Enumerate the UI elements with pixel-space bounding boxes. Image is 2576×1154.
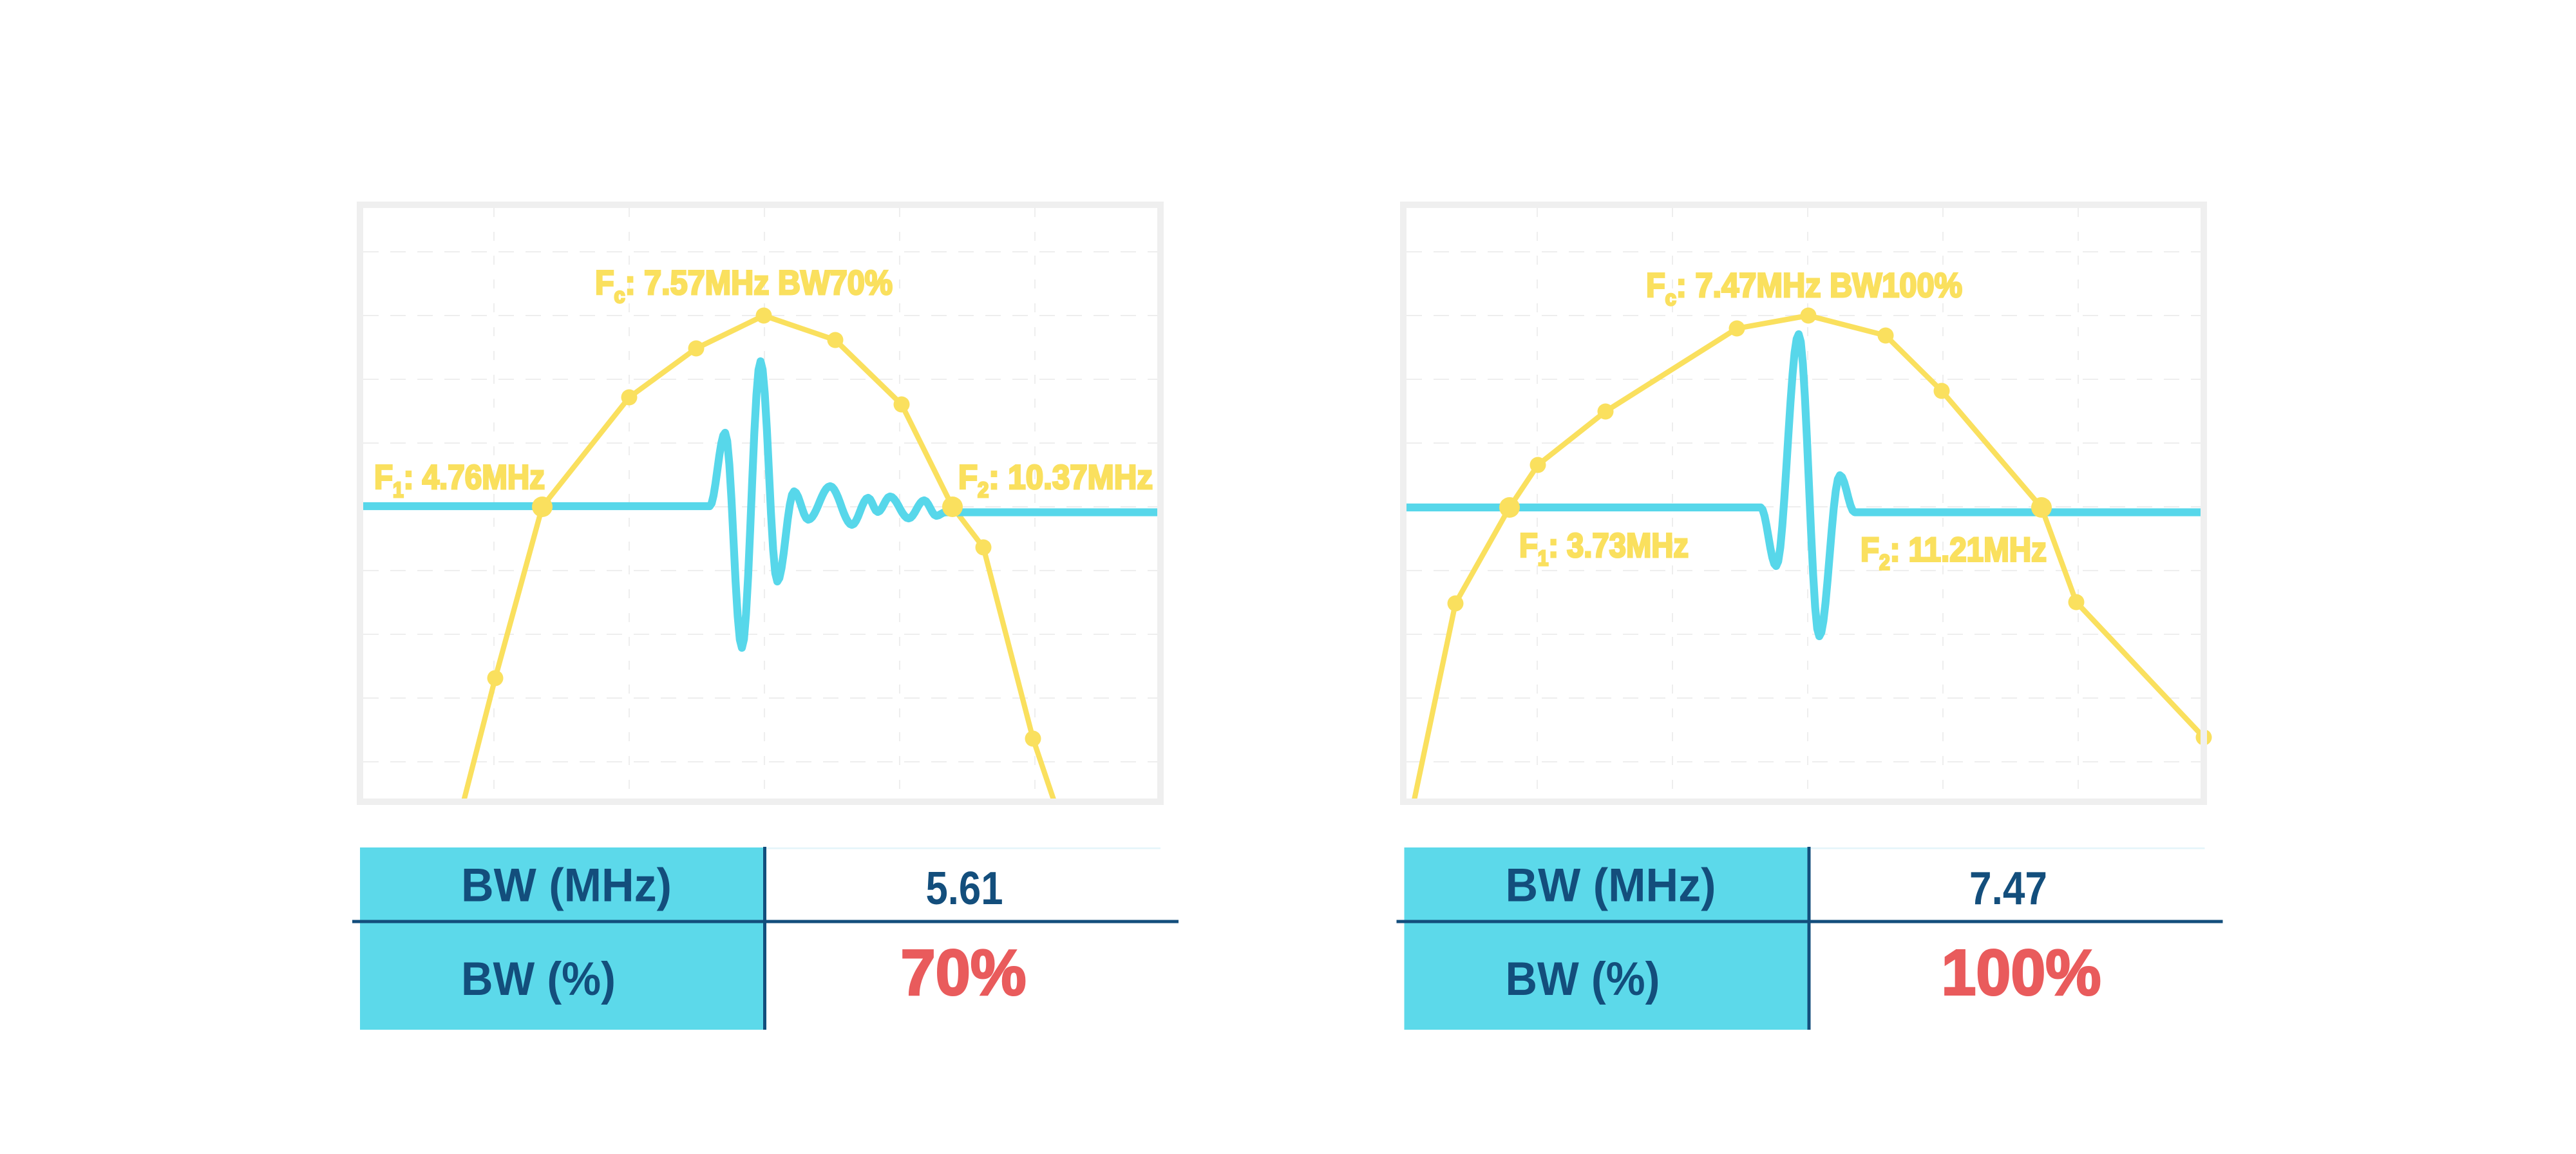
svg-text:Fc: 7.57MHz BW70%: Fc: 7.57MHz BW70% <box>595 264 893 307</box>
svg-text:BW (MHz): BW (MHz) <box>461 860 672 912</box>
svg-text:100%: 100% <box>1942 937 2101 1009</box>
svg-text:5.61: 5.61 <box>926 863 1003 914</box>
svg-text:BW (%): BW (%) <box>1506 953 1660 1005</box>
svg-text:BW (MHz): BW (MHz) <box>1506 860 1716 912</box>
svg-text:F2: 11.21MHz: F2: 11.21MHz <box>1861 531 2047 574</box>
svg-text:7.47: 7.47 <box>1969 863 2047 914</box>
svg-text:F2: 10.37MHz: F2: 10.37MHz <box>958 459 1153 502</box>
svg-text:BW (%): BW (%) <box>461 953 616 1005</box>
svg-text:Fc: 7.47MHz BW100%: Fc: 7.47MHz BW100% <box>1646 267 1962 310</box>
svg-text:70%: 70% <box>901 937 1027 1009</box>
